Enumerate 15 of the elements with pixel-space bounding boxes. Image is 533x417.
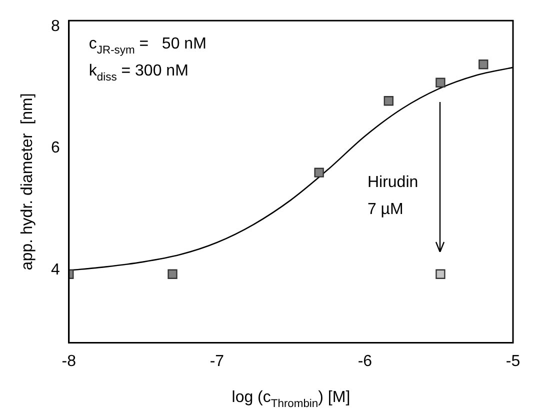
y-tick-label: 6: [50, 140, 60, 157]
annotation: Hirudin 7 µM: [367, 174, 418, 218]
y-tick-label: 8: [50, 18, 60, 36]
point: [314, 168, 324, 178]
point: [384, 96, 394, 106]
y-axis-title: app. hydr. diameter [nm]: [19, 93, 36, 270]
point: [436, 269, 446, 279]
point: [478, 60, 488, 70]
x-tick-label: -8: [62, 352, 76, 370]
x-tick-label: -7: [210, 352, 224, 370]
point: [436, 78, 446, 88]
y-tick-label: 4: [50, 261, 60, 278]
point: [168, 269, 178, 279]
x-tick-label: -6: [358, 352, 372, 370]
x-tick-label: -5: [506, 352, 520, 370]
